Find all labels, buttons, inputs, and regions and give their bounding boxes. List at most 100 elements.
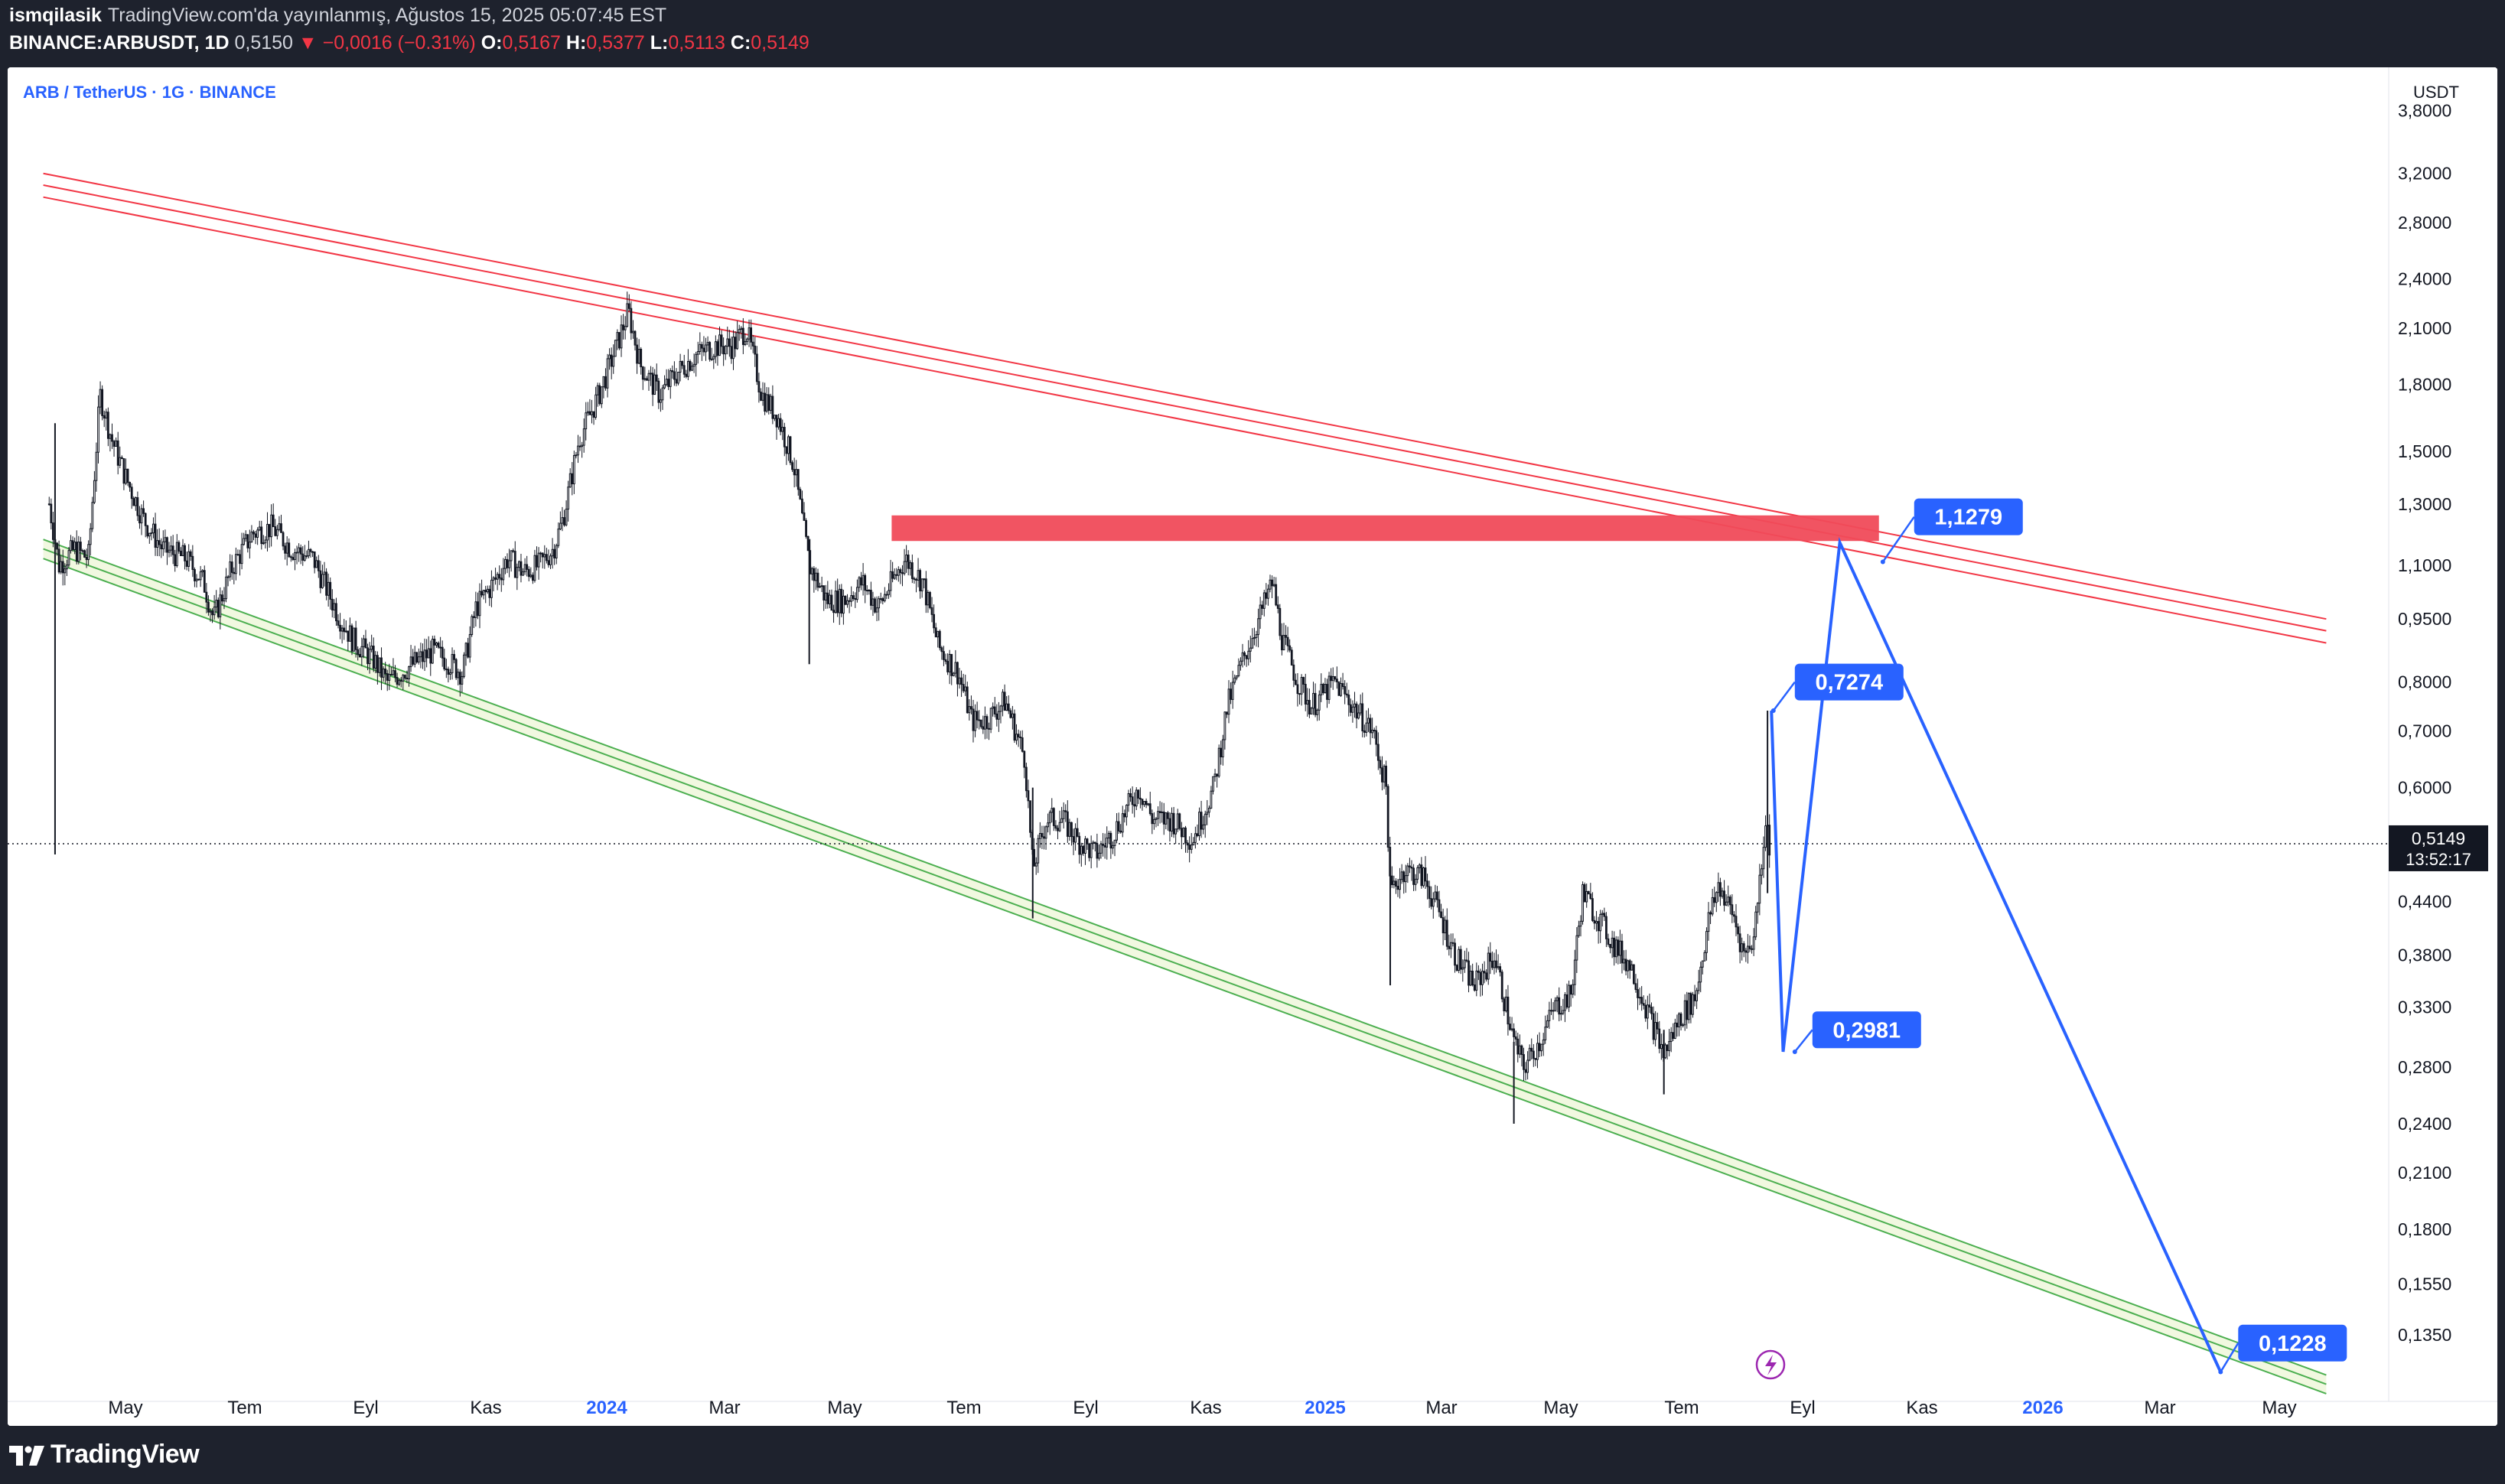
candle-body [543,554,546,558]
candle-body [647,373,650,381]
candle-body [677,371,679,384]
candle-body [268,523,271,538]
resistance-zone [891,515,1879,542]
candle-body [612,356,615,367]
candle-body [85,556,88,561]
candle-body [284,545,287,554]
candle-body [1565,994,1568,1008]
candle-body [220,594,223,602]
candle-body [482,590,485,596]
candle-body [1648,1004,1651,1008]
high-label: H: [565,32,587,54]
x-tick-label: Eyl [1073,1398,1098,1418]
candle-body [1217,747,1220,777]
candle-body [87,544,90,561]
candle-body [978,719,981,721]
candle-body [1276,604,1279,609]
candle-body [1638,997,1641,999]
candle-body [724,346,727,355]
candle-body [323,571,326,575]
price-chart[interactable]: ARB / TetherUS · 1G · BINANCE 1,1279 0,727… [8,67,2497,1426]
candle-body [209,610,212,613]
candle-body [83,550,86,558]
candle-body [1679,1013,1682,1027]
publication-header: ismqilasik TradingView.com'da yayınlanmış… [0,0,2505,66]
candle-body [1281,635,1283,651]
candle-body [1186,842,1189,846]
candle-body [498,574,501,579]
callout-anchor [2218,1369,2223,1375]
candle-body [536,555,538,568]
candle-body [712,356,715,360]
candle-body [842,595,845,614]
candle-body [594,394,598,418]
candle-body [164,537,167,542]
candle-body [787,436,790,454]
candle-body [799,489,802,500]
candle-body [325,571,327,596]
candle-body [897,569,900,576]
candle-body [103,415,106,419]
candle-body [999,705,1002,712]
candle-body [1642,1003,1645,1006]
chart-panel[interactable]: ARB / TetherUS · 1G · BINANCE 1,1279 0,727… [8,67,2497,1426]
candle-body [168,549,171,553]
candle-body [1113,839,1116,846]
candle-body [500,578,503,581]
candle-body [1306,700,1309,705]
y-tick-label: 0,2100 [2398,1163,2451,1183]
candle-body [1213,773,1217,777]
candle-body [413,652,416,665]
candle-body [1640,997,1643,1004]
candle-body [738,329,741,334]
candle-body [484,590,487,593]
candle-body [1184,827,1187,844]
candle-body [1617,939,1620,956]
candle-body [663,384,666,389]
candle-body [1112,845,1114,849]
candle-body [927,591,930,606]
candle-body [905,554,908,562]
candle-body [1741,943,1744,952]
tradingview-logo[interactable]: TradingView [9,1440,200,1469]
candle-body [1080,845,1083,855]
candle-body [533,555,536,581]
candle-body [187,551,191,567]
candle-body [1090,843,1093,858]
candle-body [1495,960,1497,968]
candle-body [1573,959,1576,985]
candle-body [372,646,375,669]
candle-body [1152,818,1155,825]
candle-body [506,558,509,568]
candle-body [732,337,735,360]
candle-body [1459,949,1462,970]
candle-body [1125,805,1128,818]
y-tick-label: 0,1800 [2398,1219,2451,1239]
candle-body [551,548,554,557]
publisher-name[interactable]: ismqilasik [9,5,102,26]
candle-body [234,554,237,574]
candle-body [225,576,227,600]
candle-body [201,570,204,573]
candle-body [354,627,357,650]
candle-body [1538,1043,1541,1052]
callout-pointer [1881,516,1915,563]
candle-body [1174,828,1178,835]
candle-body [824,592,827,600]
candle-body [217,600,220,617]
candle-body [260,526,263,545]
candle-body [1652,1013,1655,1040]
candle-body [1137,789,1140,799]
candle-body [65,565,68,570]
candle-body [1738,933,1741,952]
candle-body [608,354,611,360]
candle-body [363,638,365,647]
candle-body [81,550,84,552]
candle-body [1383,765,1386,783]
candle-body [1416,867,1419,880]
candle-body [810,568,813,574]
candle-body [1727,897,1730,903]
candle-body [844,595,847,605]
candle-body [445,669,448,671]
candle-body [388,674,391,681]
